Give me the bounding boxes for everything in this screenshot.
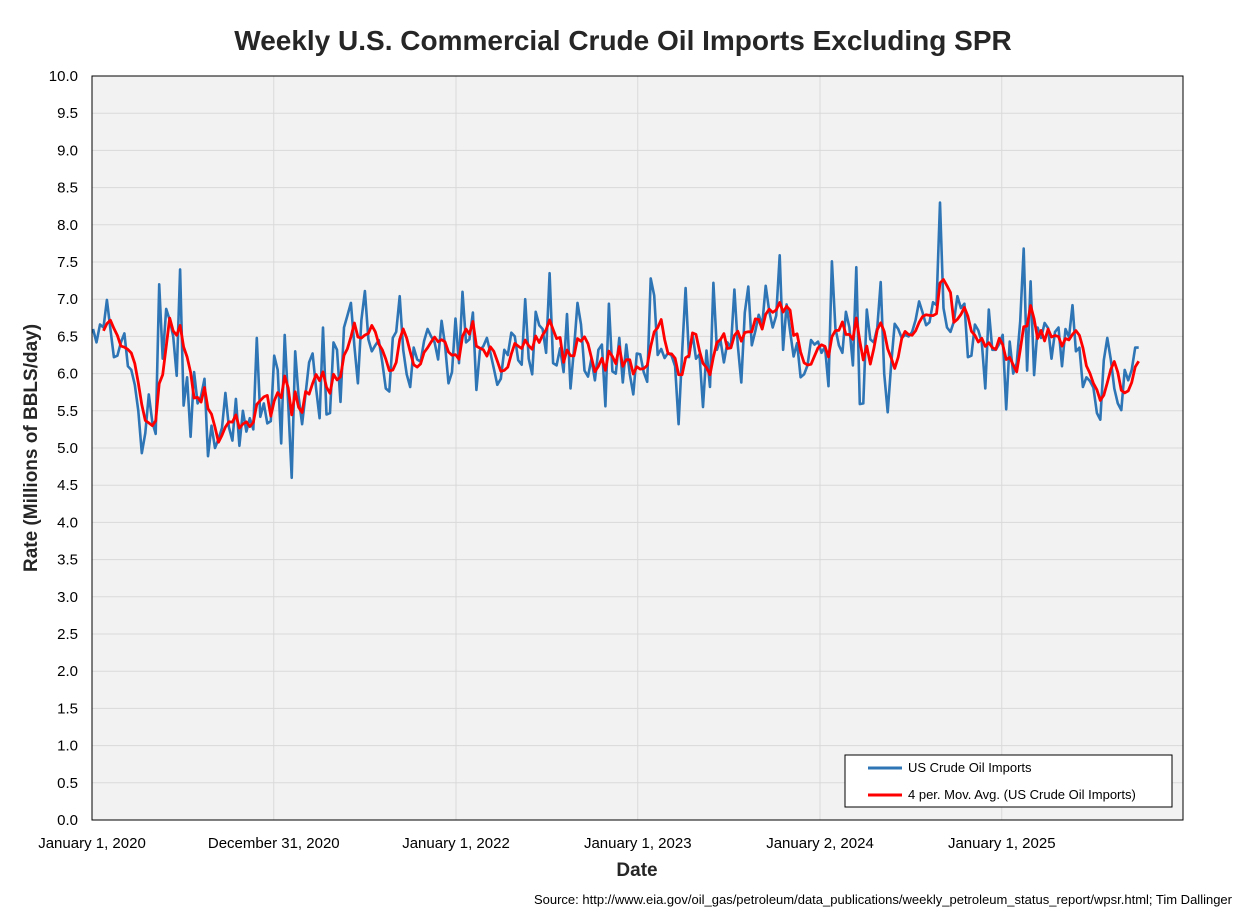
legend-label-us-crude-oil-imports: US Crude Oil Imports bbox=[908, 760, 1032, 775]
series-line-moving-average bbox=[102, 278, 1140, 444]
y-axis-ticks: 0.0 0.5 1.0 1.5 2.0 2.5 3.0 3.5 4.0 4.5 5.0 5.5 6.0 6… bbox=[49, 68, 78, 829]
y-tick-label: 6.5 bbox=[57, 328, 78, 345]
y-tick-label: 2.5 bbox=[57, 626, 78, 643]
y-tick-label: 2.0 bbox=[57, 663, 78, 680]
y-tick-label: 3.5 bbox=[57, 552, 78, 569]
y-tick-label: 0.5 bbox=[57, 775, 78, 792]
y-tick-label: 7.0 bbox=[57, 291, 78, 308]
y-tick-label: 5.0 bbox=[57, 440, 78, 457]
legend-label-moving-average: 4 per. Mov. Avg. (US Crude Oil Imports) bbox=[908, 787, 1136, 802]
x-tick-label: January 2, 2024 bbox=[766, 835, 874, 852]
legend: US Crude Oil Imports 4 per. Mov. Avg. (U… bbox=[844, 754, 1173, 808]
y-tick-label: 8.0 bbox=[57, 217, 78, 234]
x-tick-label: January 1, 2025 bbox=[948, 835, 1056, 852]
y-tick-label: 4.0 bbox=[57, 514, 78, 531]
series-line-us-crude-oil-imports bbox=[91, 201, 1139, 480]
x-axis-ticks: January 1, 2020 December 31, 2020 January … bbox=[38, 835, 1055, 852]
plot-border bbox=[91, 75, 1184, 821]
x-tick-label: January 1, 2022 bbox=[402, 835, 510, 852]
y-tick-label: 0.0 bbox=[57, 812, 78, 829]
y-tick-label: 1.0 bbox=[57, 738, 78, 755]
y-axis-title: Rate (Millions of BBLS/day) bbox=[21, 324, 42, 572]
y-tick-label: 9.5 bbox=[57, 105, 78, 122]
y-tick-label: 3.0 bbox=[57, 589, 78, 606]
y-tick-label: 10.0 bbox=[49, 68, 78, 85]
y-tick-label: 4.5 bbox=[57, 477, 78, 494]
legend-box bbox=[844, 754, 1173, 808]
y-tick-label: 7.5 bbox=[57, 254, 78, 271]
series-layer bbox=[91, 201, 1140, 480]
y-tick-label: 9.0 bbox=[57, 142, 78, 159]
y-tick-label: 6.0 bbox=[57, 366, 78, 383]
y-tick-label: 1.5 bbox=[57, 700, 78, 717]
x-tick-label: January 1, 2020 bbox=[38, 835, 146, 852]
gridlines bbox=[91, 75, 1183, 821]
y-tick-label: 5.5 bbox=[57, 403, 78, 420]
source-note: Source: http://www.eia.gov/oil_gas/petro… bbox=[534, 892, 1233, 907]
x-tick-label: December 31, 2020 bbox=[208, 835, 340, 852]
x-tick-label: January 1, 2023 bbox=[584, 835, 692, 852]
x-axis-title: Date bbox=[616, 860, 657, 881]
y-tick-label: 8.5 bbox=[57, 180, 78, 197]
chart-title: Weekly U.S. Commercial Crude Oil Imports… bbox=[234, 25, 1011, 56]
